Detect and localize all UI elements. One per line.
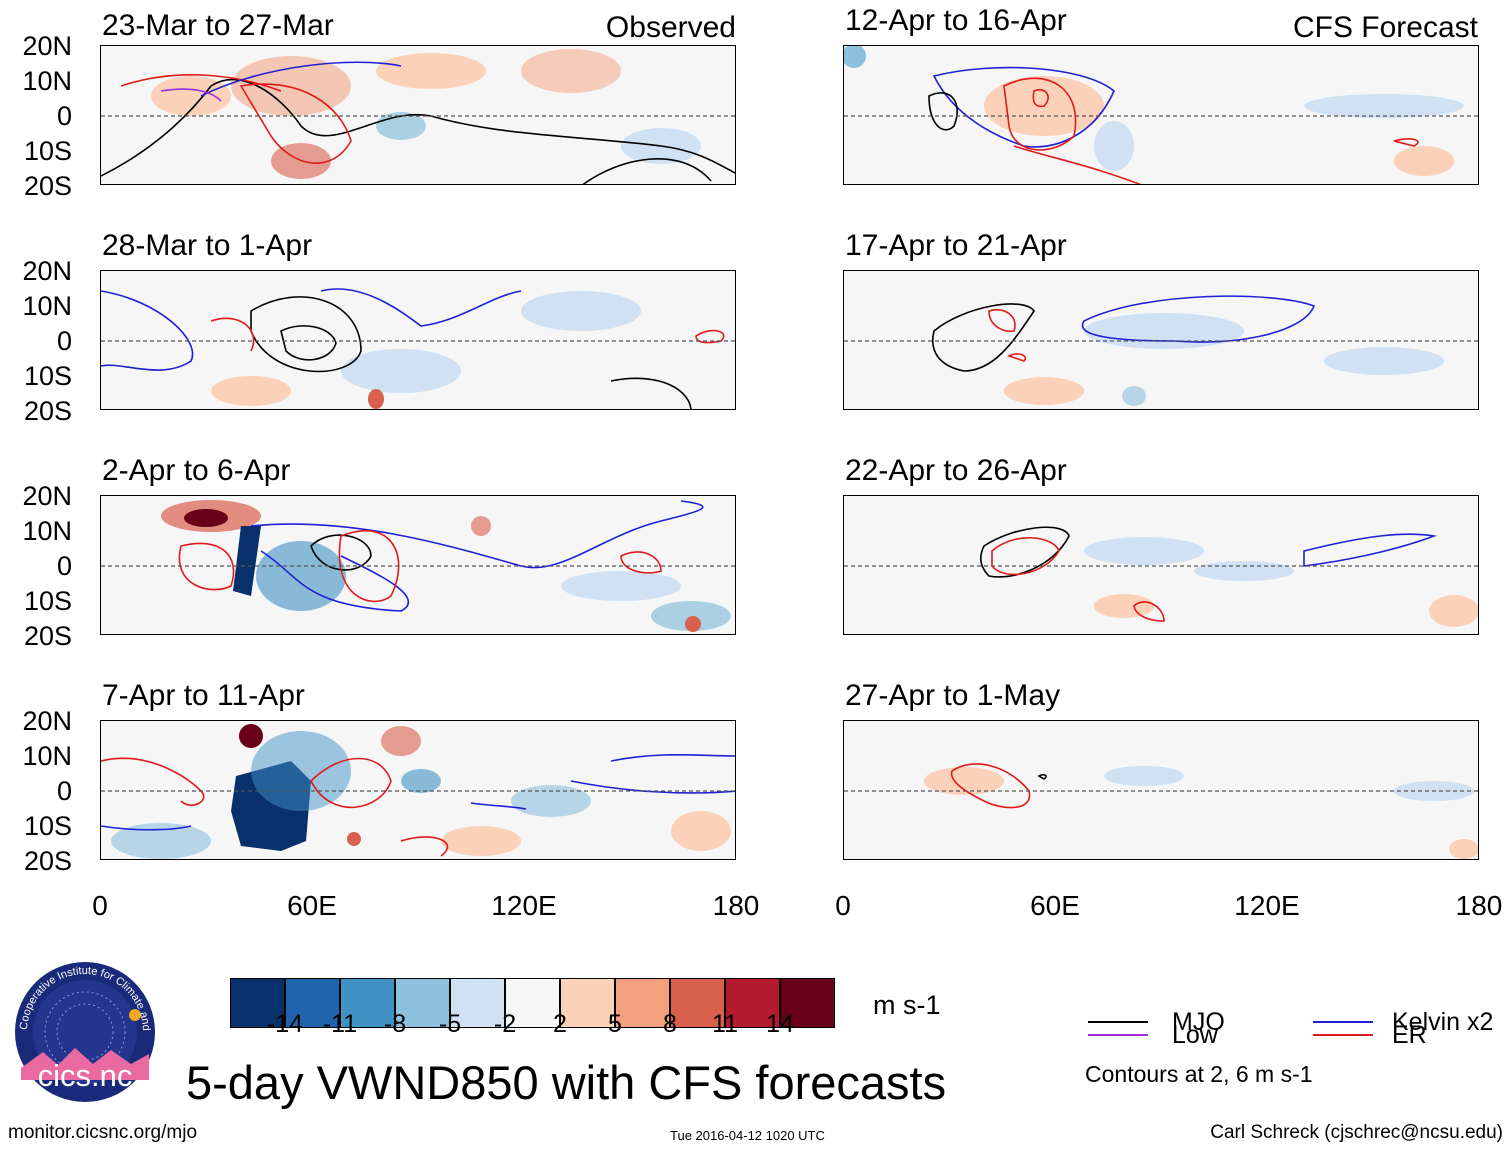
lat-label: 10S — [23, 136, 72, 166]
panel-period-observed-3: 2-Apr to 6-Apr — [102, 454, 291, 487]
legend-line-kelvin — [1313, 1021, 1373, 1023]
colorbar-box — [725, 978, 780, 1028]
panel-period-observed-4: 7-Apr to 11-Apr — [102, 679, 305, 712]
contour-note: Contours at 2, 6 m s-1 — [1085, 1061, 1313, 1087]
lat-label: 0 — [56, 101, 72, 131]
lat-label: 20S — [23, 396, 72, 426]
legend-label-kelvin: Kelvin x2 — [1392, 1008, 1494, 1036]
lat-label: 20S — [23, 171, 72, 201]
lat-label: 0 — [56, 776, 72, 806]
lat-label: 10S — [23, 586, 72, 616]
lon-label: 120E — [491, 890, 557, 921]
lon-label: 60E — [287, 890, 337, 921]
forecast-label: CFS Forecast — [1292, 11, 1478, 44]
colorbar-box — [780, 978, 835, 1028]
map-panel-forecast-2 — [843, 270, 1479, 410]
lat-label: 20S — [23, 846, 72, 876]
footer-timestamp: Tue 2016-04-12 1020 UTC — [670, 1128, 825, 1143]
colorbar-box — [505, 978, 560, 1028]
colorbar-tick: -11 — [322, 1010, 358, 1038]
lon-label: 0 — [835, 890, 851, 921]
colorbar-tick: 11 — [712, 1010, 738, 1038]
panel-period-forecast-3: 22-Apr to 26-Apr — [845, 454, 1067, 487]
lat-label: 10S — [23, 811, 72, 841]
panel-period-observed-1: 23-Mar to 27-Mar — [102, 9, 334, 42]
lat-label: 10N — [22, 66, 72, 96]
map-panel-forecast-1 — [843, 45, 1479, 185]
lat-label: 20N — [22, 256, 72, 286]
lon-label: 180 — [712, 890, 760, 921]
colorbar-tick: -14 — [266, 1010, 304, 1038]
colorbar-tick: -2 — [493, 1010, 517, 1038]
map-panel-observed-3 — [100, 495, 736, 635]
footer-url[interactable]: monitor.cicsnc.org/mjo — [8, 1122, 198, 1143]
colorbar-box — [615, 978, 670, 1028]
lon-label: 120E — [1234, 890, 1300, 921]
legend-line-low — [1088, 1034, 1148, 1036]
lon-label: 180 — [1455, 890, 1503, 921]
colorbar-box — [670, 978, 725, 1028]
colorbar-tick: -5 — [438, 1010, 462, 1038]
colorbar-tick: 14 — [766, 1010, 794, 1038]
lon-label: 60E — [1030, 890, 1080, 921]
map-panel-observed-4 — [100, 720, 736, 860]
lon-label: 0 — [92, 890, 108, 921]
legend-line-mjo — [1088, 1021, 1148, 1023]
legend-line-er — [1313, 1034, 1373, 1036]
logo-text: cics.nc — [37, 1058, 133, 1093]
cicsnc-logo: Cooperative Institute for Climate and Sa… — [9, 951, 157, 1104]
lat-label: 20N — [22, 31, 72, 61]
legend-label-er: ER — [1392, 1021, 1427, 1049]
figure-title: 5-day VWND850 with CFS forecasts — [186, 1056, 947, 1109]
lat-label: 20S — [23, 621, 72, 651]
legend-label-low: Low — [1172, 1021, 1218, 1049]
lat-label: 10N — [22, 741, 72, 771]
panel-period-forecast-4: 27-Apr to 1-May — [845, 679, 1061, 712]
footer-credit: Carl Schreck (cjschrec@ncsu.edu) — [1210, 1122, 1503, 1143]
observed-label: Observed — [605, 11, 736, 44]
map-panel-observed-1 — [100, 45, 736, 185]
colorbar-box — [560, 978, 615, 1028]
colorbar-box — [340, 978, 395, 1028]
map-panel-forecast-4 — [843, 720, 1479, 860]
colorbar-box — [450, 978, 505, 1028]
map-panel-forecast-3 — [843, 495, 1479, 635]
lat-label: 10N — [22, 516, 72, 546]
colorbar-box — [285, 978, 340, 1028]
colorbar-box — [230, 978, 285, 1028]
lat-label: 10N — [22, 291, 72, 321]
map-panel-observed-2 — [100, 270, 736, 410]
colorbar-tick: 5 — [608, 1010, 622, 1038]
legend-label-mjo: MJO — [1172, 1008, 1225, 1036]
panel-period-forecast-1: 12-Apr to 16-Apr — [845, 4, 1067, 37]
lat-label: 0 — [56, 326, 72, 356]
colorbar-tick: 8 — [663, 1010, 677, 1038]
units-label: m s-1 — [873, 990, 941, 1020]
lat-label: 10S — [23, 361, 72, 391]
lat-label: 0 — [56, 551, 72, 581]
colorbar-box — [395, 978, 450, 1028]
panel-period-observed-2: 28-Mar to 1-Apr — [102, 229, 313, 262]
lat-label: 20N — [22, 706, 72, 736]
colorbar-tick: -8 — [383, 1010, 407, 1038]
lat-label: 20N — [22, 481, 72, 511]
colorbar-tick: 2 — [553, 1010, 567, 1038]
panel-period-forecast-2: 17-Apr to 21-Apr — [845, 229, 1067, 262]
